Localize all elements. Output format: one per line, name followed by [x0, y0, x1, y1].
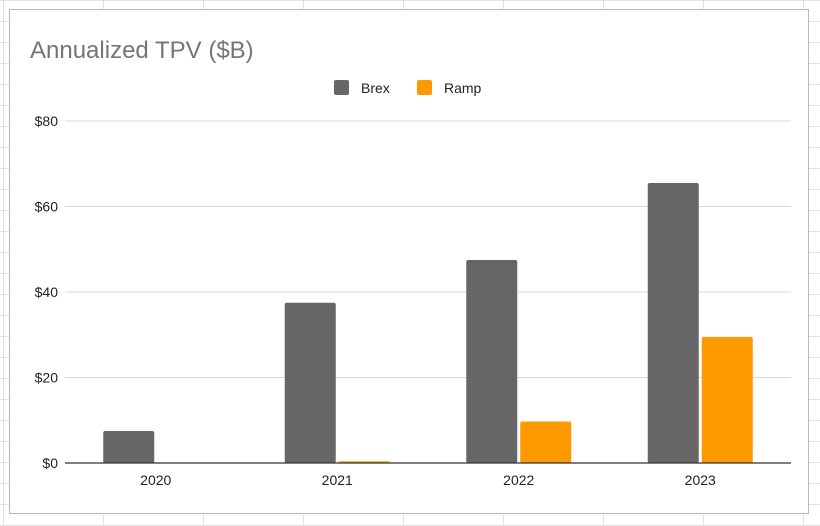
x-tick-label: 2021 [322, 472, 353, 488]
y-tick-label: $80 [35, 113, 59, 129]
bar-ramp-2023[interactable] [701, 336, 753, 463]
bar-brex-2021[interactable] [284, 302, 336, 463]
bar-brex-2022[interactable] [466, 259, 518, 463]
y-tick-label: $20 [35, 370, 59, 386]
x-tick-label: 2020 [140, 472, 171, 488]
x-axis-ticks: 2020 2021 2022 2023 [140, 472, 716, 488]
legend-swatch-ramp [417, 80, 432, 95]
legend-label-ramp: Ramp [444, 80, 482, 96]
legend-label-brex: Brex [361, 80, 390, 96]
bar-brex-2023[interactable] [647, 182, 699, 464]
bar-ramp-2022[interactable] [520, 421, 572, 463]
y-tick-label: $0 [42, 455, 58, 471]
chart-title: Annualized TPV ($B) [30, 37, 254, 64]
x-tick-label: 2023 [685, 472, 716, 488]
legend: Brex Ramp [334, 80, 482, 96]
y-tick-label: $60 [35, 199, 59, 215]
bar-brex-2020[interactable] [103, 430, 155, 463]
x-tick-label: 2022 [503, 472, 534, 488]
legend-swatch-brex [334, 80, 349, 95]
y-axis-ticks: $0 $20 $40 $60 $80 [35, 113, 59, 471]
bars [103, 182, 753, 464]
y-tick-label: $40 [35, 284, 59, 300]
